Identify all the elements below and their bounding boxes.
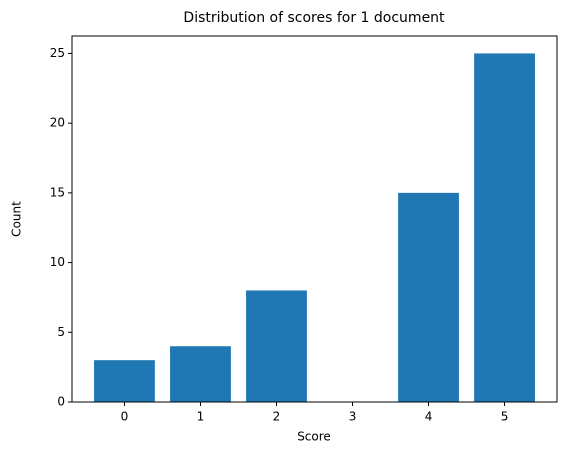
bar — [94, 360, 155, 402]
bar — [398, 192, 459, 402]
x-axis-label: Score — [297, 430, 331, 444]
y-tick-label: 5 — [57, 325, 65, 339]
x-tick-label: 2 — [273, 410, 281, 424]
y-tick-label: 25 — [50, 46, 65, 60]
y-tick-label: 15 — [50, 185, 65, 199]
x-tick-label: 3 — [349, 410, 357, 424]
y-tick-label: 0 — [57, 395, 65, 409]
bar — [474, 53, 535, 403]
y-axis-label: Count — [10, 201, 24, 237]
y-tick-label: 20 — [50, 116, 65, 130]
chart-title: Distribution of scores for 1 document — [183, 10, 445, 26]
x-tick-label: 1 — [197, 410, 205, 424]
bar — [246, 290, 307, 402]
x-tick-label: 0 — [121, 410, 129, 424]
bar — [170, 346, 231, 402]
y-tick-label: 10 — [50, 255, 65, 269]
x-tick-label: 4 — [425, 410, 433, 424]
plot-frame — [71, 35, 558, 403]
x-tick-label: 5 — [501, 410, 509, 424]
